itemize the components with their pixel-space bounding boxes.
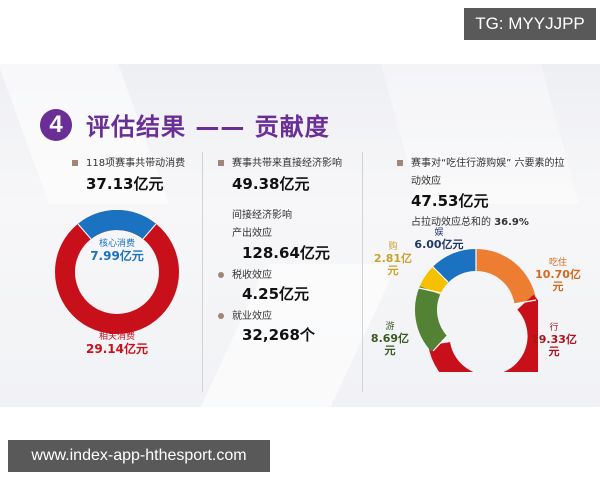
related-consumption-label: 相关消费 29.14亿元: [86, 332, 148, 356]
col1-value: 37.13亿元: [86, 175, 164, 193]
six-elements-donut-chart: [415, 248, 538, 372]
section-number-badge: 4: [40, 108, 72, 141]
output-value: 128.64亿元: [242, 244, 330, 262]
slice-gou: [419, 267, 449, 296]
jobs-value: 32,268个: [242, 326, 315, 344]
consumption-donut-chart: [55, 210, 179, 334]
column-divider: [362, 152, 363, 392]
col2-content: 赛事共带来直接经济影响 49.38亿元 间接经济影响 产出效应 128.64亿元…: [218, 154, 342, 345]
col3-label-line1: 赛事对“吃住行游购娱” 六要素的拉: [411, 158, 565, 169]
tax-value: 4.25亿元: [242, 285, 310, 303]
core-consumption-label: 核心消费 7.99亿元: [90, 239, 144, 263]
related-consumption-slice: [55, 210, 179, 334]
label-you: 游 8.69亿元: [370, 322, 410, 357]
tax-label: 税收效应: [232, 270, 272, 281]
col2-value: 49.38亿元: [232, 175, 310, 193]
jobs-label: 就业效应: [232, 311, 272, 322]
bullet-dot-icon: [218, 313, 224, 319]
bullet-square-icon: [72, 160, 78, 166]
col3-header: 赛事对“吃住行游购娱” 六要素的拉 动效应 47.53亿元 占拉动效应总和的 3…: [397, 154, 597, 228]
col3-label-line2: 动效应: [411, 176, 441, 187]
url-watermark: www.index-app-hthesport.com: [8, 440, 270, 472]
indirect-title: 间接经济影响: [232, 210, 292, 221]
tg-watermark: TG: MYYJJPP: [464, 8, 596, 40]
bullet-dot-icon: [218, 272, 224, 278]
slice-you: [415, 285, 448, 352]
col3-share: 占拉动效应总和的 36.9%: [411, 217, 529, 228]
slide-title: 4 评估结果 —— 贡献度: [40, 107, 330, 142]
label-xing: 行 19.33亿元: [531, 323, 577, 358]
slice-xing: [428, 294, 538, 372]
label-yu: 娱 6.00亿元: [414, 228, 464, 251]
label-chizhu: 吃住 10.70亿元: [535, 258, 581, 293]
output-label: 产出效应: [232, 228, 272, 239]
slice-yu: [432, 248, 477, 283]
bullet-square-icon: [218, 160, 224, 166]
col3-value: 47.53亿元: [411, 192, 489, 210]
col2-label: 赛事共带来直接经济影响: [232, 158, 342, 169]
page-title: 评估结果 —— 贡献度: [86, 113, 330, 141]
bullet-square-icon: [397, 160, 403, 166]
col1-header: 118项赛事共带动消费 37.13亿元: [72, 154, 185, 194]
col1-label: 118项赛事共带动消费: [86, 158, 186, 169]
label-gou: 购 2.81亿元: [373, 242, 413, 277]
slice-chizhu: [475, 249, 537, 305]
core-consumption-slice: [78, 210, 156, 240]
column-divider: [202, 152, 203, 392]
slide: 4 评估结果 —— 贡献度 118项赛事共带动消费 37.13亿元 核心消费 7…: [0, 64, 600, 407]
